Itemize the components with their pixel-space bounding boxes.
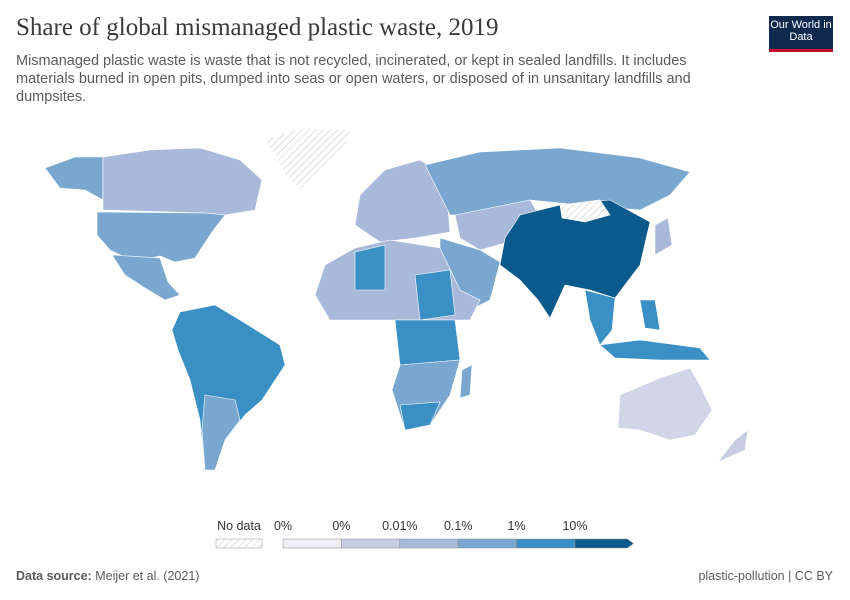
- europe: [354, 159, 451, 243]
- legend-swatch: [341, 538, 401, 549]
- canada: [102, 147, 263, 216]
- legend-swatch: [516, 538, 576, 549]
- mexico: [111, 254, 181, 301]
- south-america: [171, 304, 286, 471]
- mongolia: [559, 199, 611, 223]
- china-india: [499, 199, 651, 319]
- legend-swatch: [574, 538, 634, 549]
- new-zealand: [717, 429, 749, 463]
- title: Share of global mismanaged plastic waste…: [16, 14, 499, 41]
- japan: [654, 217, 673, 256]
- legend-swatch: [399, 538, 459, 549]
- legend-label: 0%: [332, 519, 350, 533]
- subtitle: Mismanaged plastic waste is waste that i…: [16, 53, 691, 105]
- countries: [44, 127, 749, 471]
- southeast-asia: [584, 289, 616, 346]
- australia: [617, 367, 713, 441]
- legend-label: 0%: [274, 519, 292, 533]
- no-data-label: No data: [217, 519, 261, 533]
- south-africa: [399, 401, 441, 431]
- philippines: [639, 299, 661, 331]
- legend: No data 0% 0% 0.01% 0.1% 1% 10%: [215, 519, 634, 549]
- alaska: [44, 156, 104, 201]
- source-label: Data source:: [16, 569, 92, 583]
- logo[interactable]: Our World in Data: [769, 16, 833, 52]
- legend-label: 0.1%: [444, 519, 473, 533]
- legend-label: 0.01%: [382, 519, 417, 533]
- indonesia: [599, 339, 711, 361]
- greenland: [264, 127, 351, 191]
- no-data-swatch: [215, 538, 263, 549]
- southern-cone: [201, 394, 241, 471]
- legend-label: 10%: [562, 519, 587, 533]
- usa: [96, 211, 226, 263]
- russia: [424, 147, 691, 216]
- legend-swatch: [282, 538, 342, 549]
- license[interactable]: plastic-pollution | CC BY: [698, 569, 833, 583]
- legend-swatch: [457, 538, 517, 549]
- source-text: Meijer et al. (2021): [95, 569, 200, 583]
- madagascar: [459, 364, 473, 399]
- source: Data source: Meijer et al. (2021): [16, 569, 199, 583]
- legend-label: 1%: [508, 519, 526, 533]
